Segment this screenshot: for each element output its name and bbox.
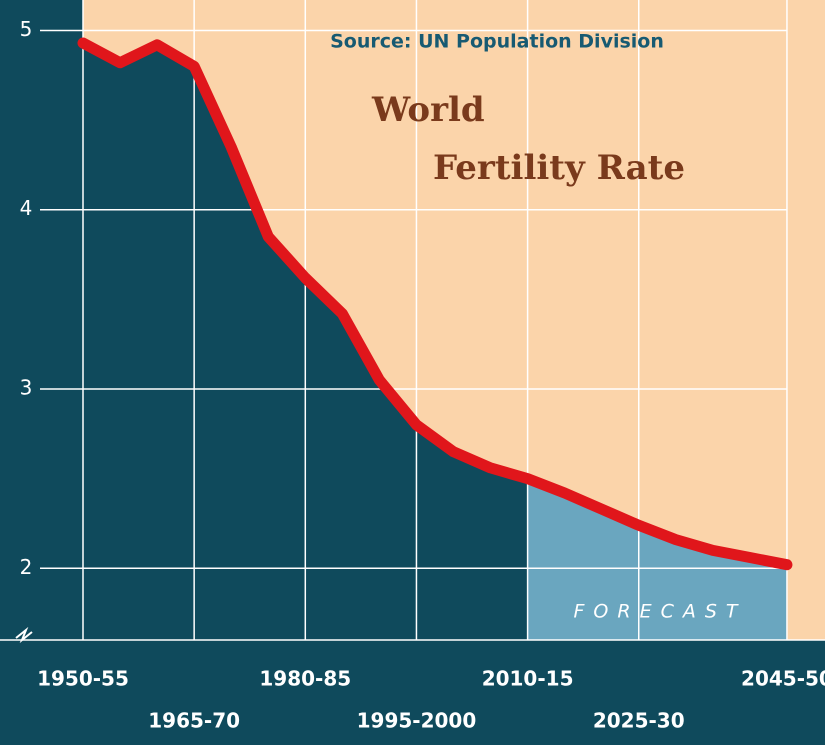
x-tick-label: 1995-2000 xyxy=(357,709,477,733)
y-tick-label: 2 xyxy=(20,555,33,579)
y-tick-label: 4 xyxy=(20,196,33,220)
chart-subtitle: Source: UN Population Division xyxy=(330,31,664,53)
x-tick-label: 2010-15 xyxy=(482,667,574,691)
y-tick-label: 3 xyxy=(20,376,33,400)
x-tick-label: 1965-70 xyxy=(148,709,240,733)
x-tick-label: 1950-55 xyxy=(37,667,129,691)
chart-title: World xyxy=(371,90,485,130)
x-tick-label: 2025-30 xyxy=(593,709,685,733)
y-tick-label: 5 xyxy=(20,17,33,41)
x-tick-label: 1980-85 xyxy=(259,667,351,691)
chart-title: Fertility Rate xyxy=(433,148,685,188)
annotation: FORECAST xyxy=(573,601,746,623)
chart: 2 3 4 5 1950-55 1965-70 1980-851995-20002010-1… xyxy=(0,0,825,745)
x-tick-label: 2045-50 xyxy=(741,667,825,691)
